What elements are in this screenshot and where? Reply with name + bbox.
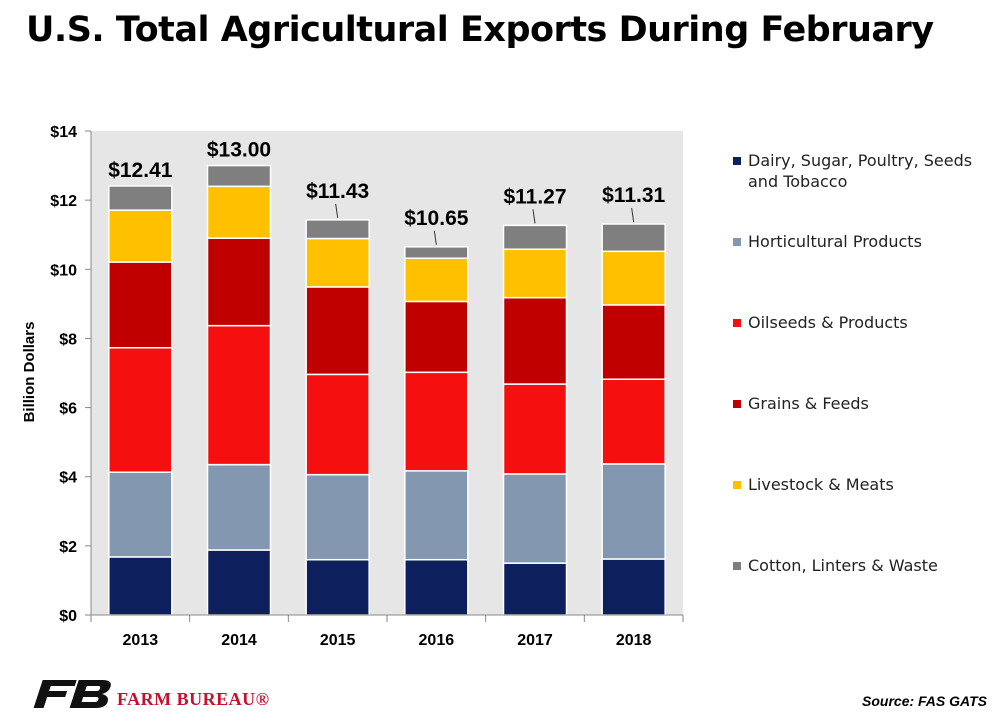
bar-segment-oilseeds-2017 [502,383,568,475]
source-note: Source: FAS GATS [862,693,987,709]
bar-segment-grains-2014 [206,237,272,327]
bar-segment-horticultural-2014 [206,463,272,551]
bar-segment-oilseeds-2013 [108,347,173,473]
y-axis-label: Billion Dollars [21,322,38,423]
bar-segment-horticultural-2017 [502,473,568,564]
x-tick-label-2018: 2018 [616,632,652,649]
bar-segment-dairy-2013 [108,556,173,616]
y-tick-label-0: $0 [59,608,77,625]
x-tick-label-2015: 2015 [320,632,356,649]
total-label-2017: $11.27 [503,185,566,208]
legend-swatch-cotton [733,562,741,570]
total-label-2014: $13.00 [207,139,271,162]
bar-segment-dairy-2017 [502,562,568,616]
bar-segment-grains-2016 [404,300,469,374]
total-label-2013: $12.41 [108,159,173,182]
y-tick-label-10: $10 [50,262,77,279]
farm-bureau-logo [33,680,111,708]
bar-segment-livestock-2017 [502,248,568,299]
plot-area [91,131,683,615]
brand-name: FARM BUREAU® [117,689,270,709]
legend-swatch-oilseeds [733,319,741,327]
x-tick-label-2016: 2016 [419,632,455,649]
bar-segment-cotton-2014 [206,164,272,188]
bar-segment-grains-2015 [305,286,370,376]
bar-segment-grains-2018 [601,304,666,380]
fb-monogram-icon [33,680,111,708]
y-tick-label-2: $2 [59,539,77,556]
bar-segment-cotton-2015 [305,219,370,240]
bar-segment-cotton-2016 [404,246,469,259]
bar-segment-livestock-2016 [404,257,469,303]
x-tick-label-2014: 2014 [221,632,257,649]
bar-segment-cotton-2017 [502,224,568,250]
bar-segment-dairy-2014 [206,549,272,616]
legend-label-grains: Grains & Feeds [748,394,869,413]
y-tick-label-4: $4 [59,470,77,487]
bar-segment-horticultural-2018 [601,463,666,560]
bar-segment-oilseeds-2015 [305,373,370,476]
total-label-2016: $10.65 [404,207,469,230]
total-leader-line-2018 [631,207,635,223]
y-tick-label-12: $12 [50,193,77,210]
y-tick-label-14: $14 [50,124,77,141]
bar-segment-horticultural-2016 [404,470,469,561]
y-tick-label-6: $6 [59,401,77,418]
bar-segment-livestock-2018 [601,250,666,306]
chart-title: U.S. Total Agricultural Exports During F… [26,10,934,50]
legend-label-oilseeds: Oilseeds & Products [748,313,908,332]
x-tick-label-2017: 2017 [517,632,553,649]
bar-segment-oilseeds-2018 [601,378,666,465]
bar-segment-grains-2013 [108,261,173,349]
legend-swatch-grains [733,400,741,408]
bar-segment-dairy-2015 [305,558,370,616]
legend-swatch-livestock [733,481,741,489]
legend-swatch-dairy [733,157,741,165]
bars-layer [108,164,666,616]
legend-label-livestock: Livestock & Meats [748,475,894,494]
total-leader-line-2016 [433,230,437,245]
bar-segment-oilseeds-2016 [404,371,469,472]
bar-segment-dairy-2016 [404,558,469,616]
bar-segment-horticultural-2013 [108,471,173,558]
total-leader-line-2017 [532,209,536,224]
bar-segment-livestock-2014 [206,185,272,239]
bar-segment-livestock-2015 [305,237,370,288]
bar-segment-oilseeds-2014 [206,324,272,466]
total-label-2015: $11.43 [306,180,369,203]
bar-segment-horticultural-2015 [305,473,370,561]
bar-segment-livestock-2013 [108,209,173,263]
legend-label-cotton: Cotton, Linters & Waste [748,556,938,575]
legend-swatch-horticultural [733,238,741,246]
bar-segment-grains-2017 [502,296,568,385]
total-label-2018: $11.31 [602,184,665,207]
labels-layer: $12.41 2013 $13.00 2014 $11.43 2015 $10.65 2016… [50,124,665,649]
bar-segment-cotton-2013 [108,185,173,211]
axis-layer [85,130,684,622]
legend-label-horticultural: Horticultural Products [748,232,922,251]
bar-segment-dairy-2018 [601,558,666,616]
total-leader-line-2015 [335,203,339,218]
bar-segment-cotton-2018 [601,223,666,253]
y-tick-label-8: $8 [59,331,77,348]
x-tick-label-2013: 2013 [123,632,159,649]
legend-label-dairy: Dairy, Sugar, Poultry, Seeds and Tobacco [748,151,973,191]
